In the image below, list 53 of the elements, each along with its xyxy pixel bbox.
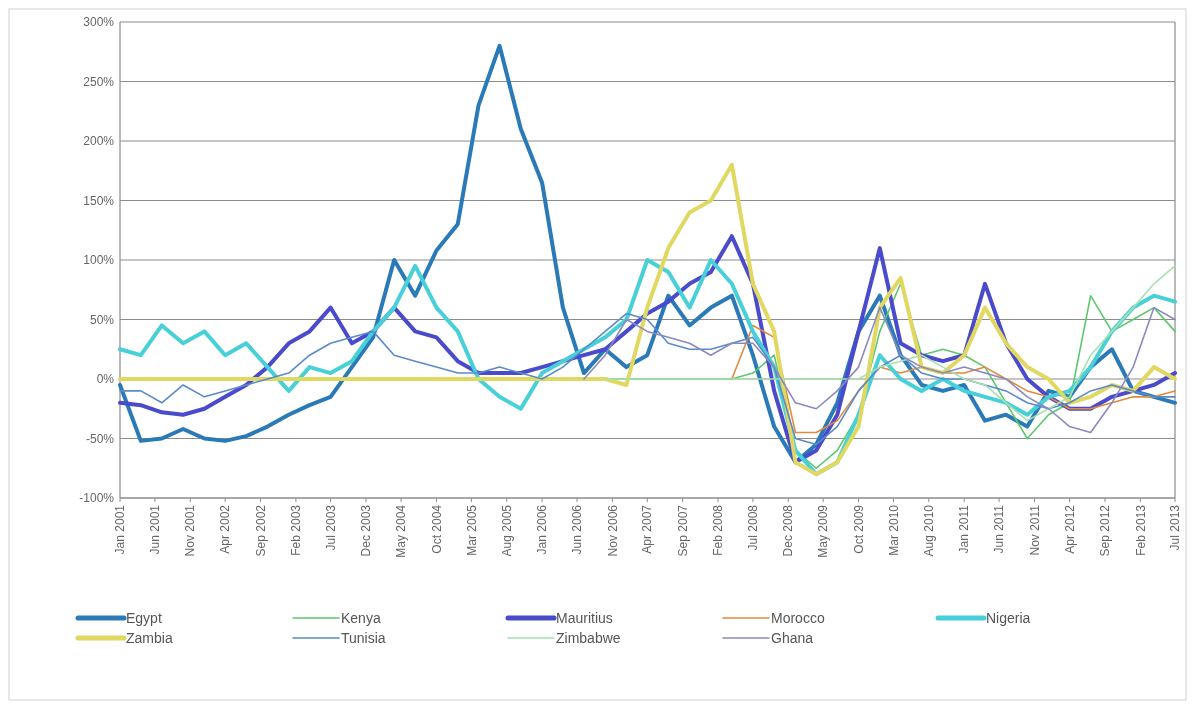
y-tick-label: -100% xyxy=(79,491,115,506)
legend-label: Zimbabwe xyxy=(556,629,621,646)
x-tick-label: Apr 2007 xyxy=(640,504,655,554)
y-tick-label: -50% xyxy=(85,431,115,446)
x-tick-label: Oct 2004 xyxy=(429,504,444,554)
x-tick-label: Jul 2013 xyxy=(1168,504,1183,551)
line-series xyxy=(604,265,1176,422)
legend-label: Nigeria xyxy=(986,609,1031,626)
x-tick-label: Dec 2008 xyxy=(781,504,796,557)
legend-label: Ghana xyxy=(771,629,814,646)
x-tick-label: Sep 2002 xyxy=(253,504,268,557)
legend-label: Zambia xyxy=(126,629,173,646)
x-tick-label: Jan 2001 xyxy=(113,504,128,555)
x-tick-label: Sep 2007 xyxy=(675,504,690,557)
x-tick-label: Jan 2011 xyxy=(957,504,972,554)
x-tick-label: Aug 2005 xyxy=(499,504,514,557)
line-series xyxy=(119,312,1176,446)
legend-label: Egypt xyxy=(126,609,162,626)
legend-label: Mauritius xyxy=(556,609,613,626)
x-tick-label: Mar 2005 xyxy=(464,504,479,556)
x-tick-label: Jan 2006 xyxy=(535,504,550,555)
y-tick-label: 300% xyxy=(83,15,115,30)
x-tick-label: Oct 2009 xyxy=(851,504,866,554)
y-tick-label: 0% xyxy=(96,372,115,387)
legend-label: Kenya xyxy=(341,609,381,626)
x-tick-label: Apr 2002 xyxy=(218,504,233,554)
x-tick-label: Mar 2010 xyxy=(886,504,901,556)
legend-label: Tunisia xyxy=(341,629,386,646)
x-tick-label: Feb 2003 xyxy=(289,504,304,556)
x-tick-label: Apr 2012 xyxy=(1062,504,1077,554)
x-tick-label: Jun 2011 xyxy=(992,504,1007,554)
x-tick-label: Jun 2001 xyxy=(148,504,163,555)
x-tick-label: Sep 2012 xyxy=(1098,504,1113,557)
y-tick-label: 50% xyxy=(89,312,115,327)
x-tick-label: Jul 2008 xyxy=(746,504,761,551)
y-tick-label: 250% xyxy=(83,74,115,89)
x-tick-label: Jul 2003 xyxy=(323,504,338,551)
x-tick-label: Nov 2011 xyxy=(1027,504,1042,556)
x-tick-label: Feb 2008 xyxy=(711,504,726,556)
line-series xyxy=(118,162,1177,477)
x-tick-label: Jun 2006 xyxy=(570,504,585,555)
x-tick-label: Feb 2013 xyxy=(1133,504,1148,556)
x-tick-label: Dec 2003 xyxy=(359,504,374,557)
y-tick-label: 100% xyxy=(83,253,115,268)
x-tick-label: Nov 2006 xyxy=(605,504,620,557)
y-tick-label: 200% xyxy=(83,134,115,149)
x-tick-label: May 2004 xyxy=(394,504,409,558)
line-series xyxy=(583,306,1176,434)
x-tick-label: Nov 2001 xyxy=(183,504,198,557)
x-tick-label: May 2009 xyxy=(816,504,831,558)
x-tick-label: Aug 2010 xyxy=(922,504,937,557)
y-tick-label: 150% xyxy=(83,193,115,208)
legend-label: Morocco xyxy=(771,609,825,626)
